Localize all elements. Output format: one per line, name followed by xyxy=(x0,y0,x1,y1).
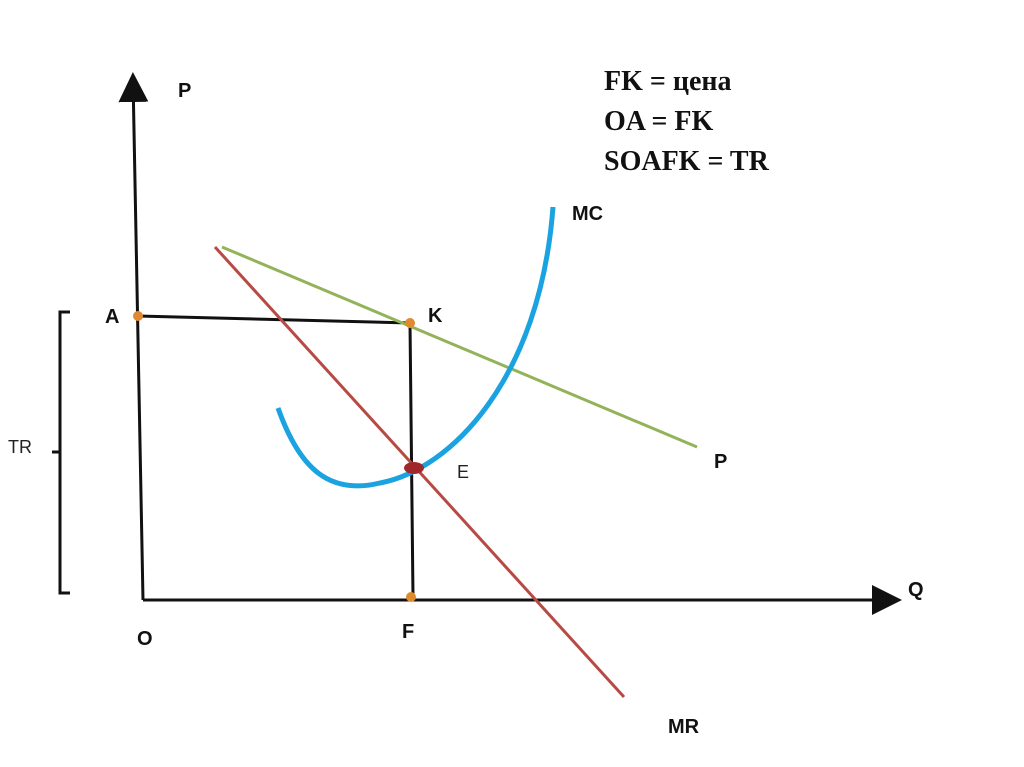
note: OA = FK xyxy=(604,106,714,137)
y-label: P xyxy=(178,80,191,102)
origin-label: O xyxy=(137,628,153,650)
x-label: Q xyxy=(908,579,924,601)
line-ak xyxy=(137,314,411,325)
point-label: A xyxy=(105,306,119,328)
point-k xyxy=(405,318,415,328)
curve-label: MR xyxy=(668,716,700,738)
point-f xyxy=(406,592,416,602)
point-label: F xyxy=(402,621,414,643)
price-line xyxy=(221,245,698,449)
point-e xyxy=(404,462,424,474)
bracket-label: TR xyxy=(8,437,32,457)
curve-label: MC xyxy=(572,203,603,225)
tr-bracket xyxy=(52,310,70,595)
line-kf xyxy=(408,322,415,598)
curve-label: P xyxy=(714,451,727,473)
y-axis xyxy=(118,72,149,601)
point-a xyxy=(133,311,143,321)
note: FK = цена xyxy=(604,66,732,97)
note: SOAFK = TR xyxy=(604,146,770,177)
point-label: E xyxy=(457,462,469,482)
mc-curve xyxy=(275,206,556,489)
point-label: K xyxy=(428,305,443,327)
